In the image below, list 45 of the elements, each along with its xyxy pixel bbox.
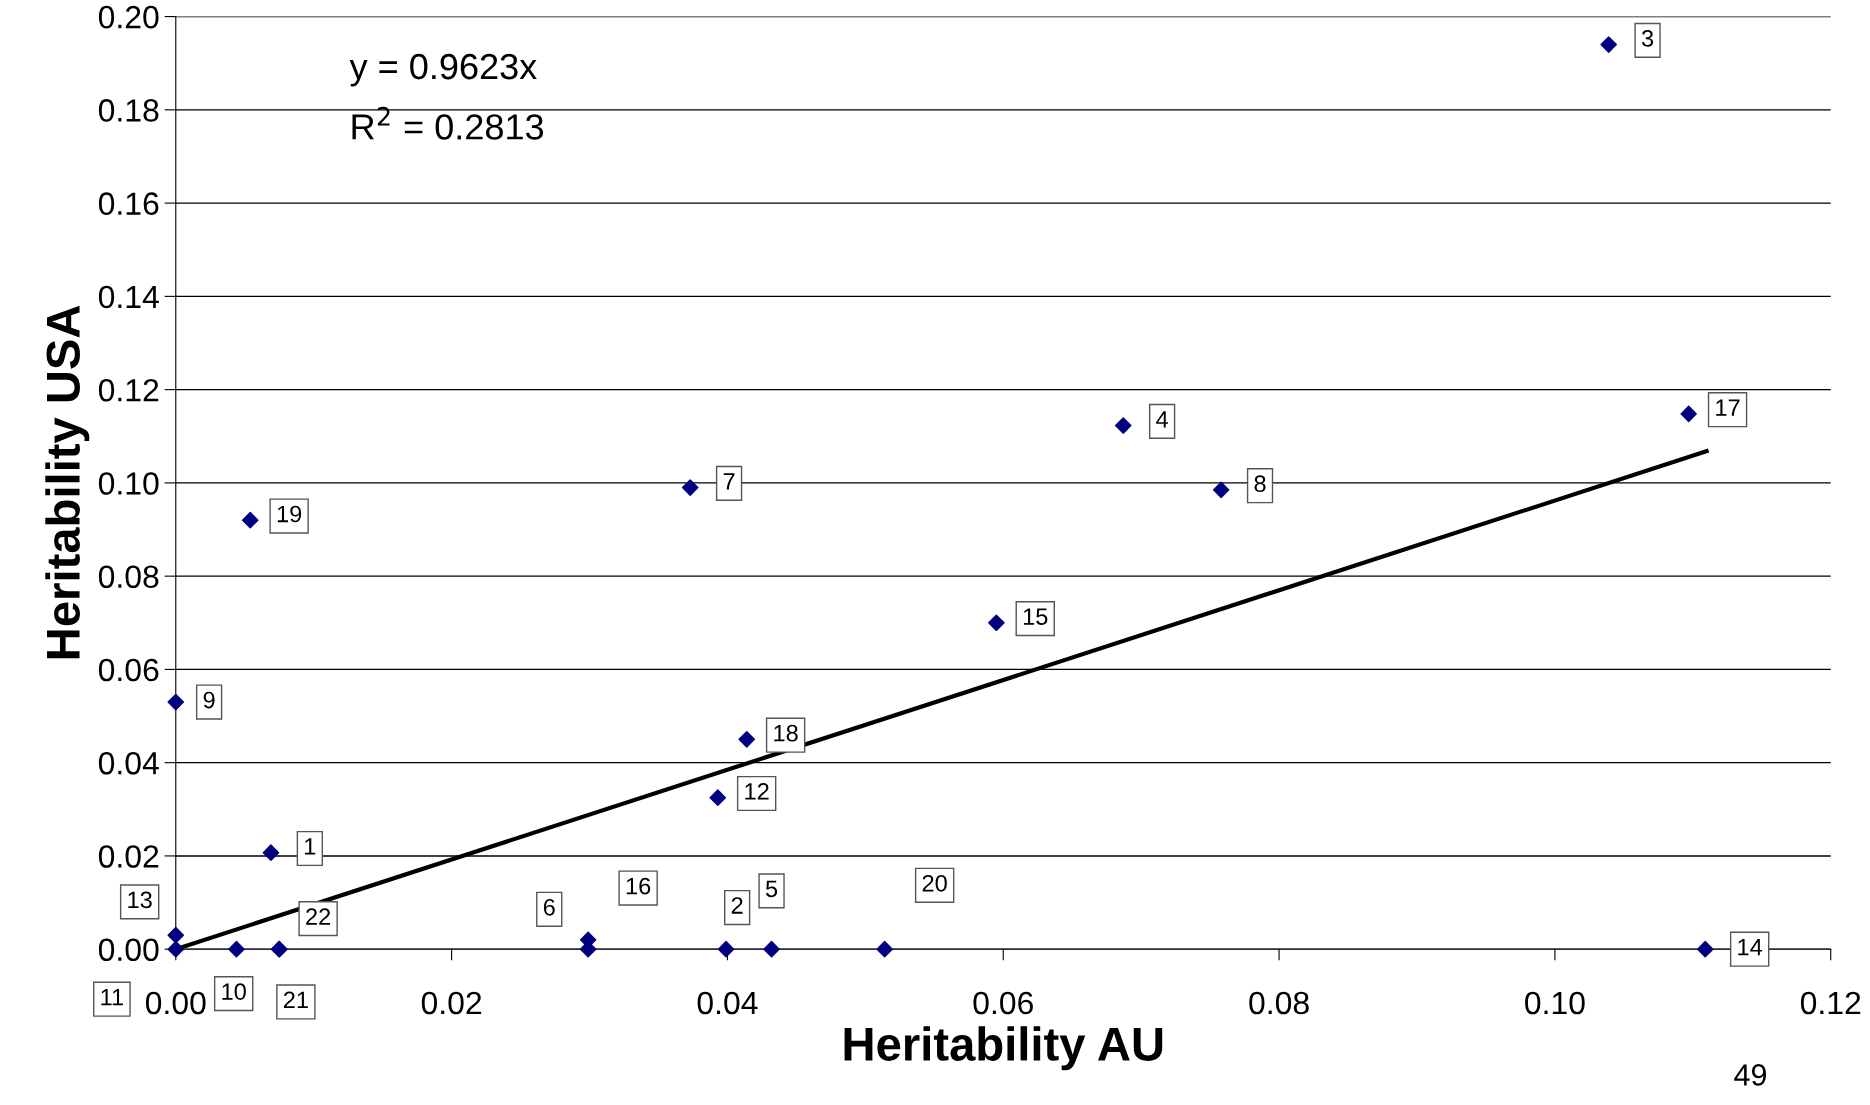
annotation: 11 — [101, 989, 123, 1006]
y-tick-label: 0.16 — [98, 192, 159, 215]
annotation: 3 — [1641, 30, 1654, 47]
y-tick-label: 0.02 — [98, 845, 159, 868]
y-tick-label: 0.14 — [98, 285, 159, 309]
annotation: 20 — [922, 874, 947, 892]
annotation: 8 — [1254, 475, 1266, 493]
y-tick-label: 0.12 — [98, 378, 159, 402]
annotation: y = 0.9623x — [349, 53, 537, 87]
annotation: 14 — [1738, 939, 1763, 956]
x-tick-label: 0.12 — [1800, 991, 1861, 1015]
x-tick-label: 0.06 — [973, 991, 1033, 1015]
annotation: 2 — [731, 897, 743, 914]
x-axis-title: Heritability AU — [844, 1026, 1163, 1071]
y-tick-label: 0.08 — [98, 565, 159, 589]
x-tick-label: 0.04 — [697, 991, 758, 1015]
annotation: R$^{2}$ = 0.2813 — [352, 106, 544, 140]
annotation: 7 — [723, 473, 735, 490]
annotation: 9 — [203, 691, 215, 709]
y-tick-label: 0.10 — [98, 472, 159, 495]
x-tick-label: 0.00 — [145, 991, 206, 1015]
x-tick-label: 0.10 — [1525, 991, 1585, 1015]
y-tick-label: 0.06 — [98, 658, 159, 682]
y-tick-label: 0.04 — [98, 751, 159, 775]
text: 49 — [1734, 1064, 1767, 1086]
y-tick-label: 0.20 — [98, 5, 159, 29]
annotation: 16 — [626, 877, 651, 895]
x-tick-label: 0.02 — [421, 991, 482, 1015]
annotation: 4 — [1156, 411, 1168, 428]
annotation: 21 — [283, 991, 308, 1009]
annotation: 15 — [1023, 608, 1048, 625]
annotation: 13 — [128, 891, 152, 909]
annotation: 17 — [1716, 399, 1740, 416]
annotation: 22 — [306, 908, 331, 925]
annotation: 19 — [277, 505, 302, 523]
annotation: 5 — [765, 880, 778, 898]
x-tick-label: 0.08 — [1249, 991, 1309, 1015]
annotation: 6 — [543, 898, 555, 916]
annotation: 10 — [222, 983, 246, 1000]
y-tick-label: 0.18 — [98, 99, 159, 122]
annotation: 12 — [745, 783, 769, 800]
annotation: 18 — [774, 724, 798, 742]
annotation: 1 — [305, 838, 316, 855]
y-axis-title: Heritability USA — [45, 305, 90, 659]
y-tick-label: 0.00 — [98, 938, 159, 962]
